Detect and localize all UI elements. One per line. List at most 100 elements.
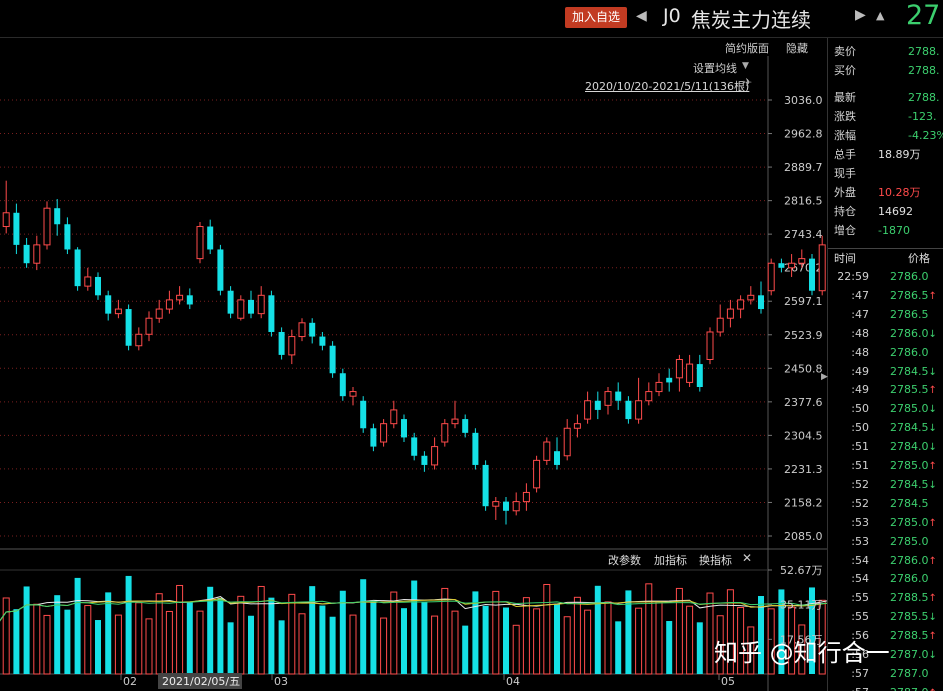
volume-bar-up [726, 589, 734, 675]
tick-price-wrap: 2785.0↑ [890, 456, 937, 476]
quote-label: 现手 [834, 167, 856, 180]
change-params-button[interactable]: 改参数 [608, 554, 641, 567]
pin-icon[interactable]: ✈ [743, 76, 753, 89]
instrument-name: 焦炭主力连续 [691, 8, 811, 32]
volume-bar-up [380, 617, 388, 675]
candle-body-down [339, 373, 346, 397]
collapse-panel-icon[interactable]: ▶ [821, 372, 828, 382]
tick-price-wrap: 2787.0↓ [890, 645, 937, 665]
volume-bar-down [411, 580, 418, 674]
tick-time: :47 [851, 307, 869, 321]
tick-price: 2784.5 [890, 477, 929, 491]
volume-tick-label: 35.11万 [780, 599, 823, 612]
candle-body-down [95, 276, 101, 296]
tick-price-wrap: 2784.0↓ [890, 437, 937, 457]
candle-body-up [818, 244, 826, 292]
candle-body-down [625, 400, 632, 420]
tick-price-wrap: 2784.5 [890, 494, 929, 514]
candle-body-up [155, 308, 163, 319]
date-range-label[interactable]: 2020/10/20-2021/5/11(136根) [585, 80, 750, 93]
tick-price-wrap: 2788.5↑ [890, 588, 937, 608]
quote-panel: 卖价 2788. 买价 2788. 最新 2788. 涨跌 -123. 涨幅 -4.23% 总手 18… [827, 38, 943, 691]
price-tick-label: 2085.0 [784, 530, 823, 543]
price-tick-label: 2377.6 [784, 396, 823, 409]
tick-price-wrap: 2788.5↑ [890, 626, 937, 646]
candle-body-up [176, 294, 184, 301]
candle-body-up [512, 501, 520, 512]
tick-row: :50 2784.5↓ [828, 418, 943, 437]
tick-row: :53 2785.0↑ [828, 513, 943, 532]
candle-body-down [125, 309, 132, 346]
simple-layout-button[interactable]: 简约版面 [725, 42, 769, 55]
candle-body-up [114, 308, 122, 315]
volume-tick-label: 52.67万 [780, 564, 823, 577]
quote-label: 持仓 [834, 205, 856, 218]
set-ma-button[interactable]: 设置均线 [693, 62, 737, 75]
tick-price: 2787.0 [890, 666, 929, 680]
tick-time: :49 [851, 383, 869, 397]
tick-price: 2785.0 [890, 459, 929, 472]
volume-bar-down [105, 592, 112, 674]
alert-icon[interactable]: ▲ [876, 9, 885, 22]
volume-bar-down [227, 622, 234, 674]
candle-body-up [604, 391, 612, 406]
candle-body-up [349, 391, 357, 397]
candle-body-down [13, 212, 20, 245]
volume-bar-down [472, 591, 479, 674]
volume-bar-down [758, 596, 764, 674]
tick-row: :49 2784.5↓ [828, 362, 943, 381]
tick-price-wrap: 2786.0↑ [890, 551, 937, 571]
tick-row: :48 2786.0↓ [828, 324, 943, 343]
volume-bar-up [155, 593, 163, 675]
tick-row: :55 2788.5↑ [828, 588, 943, 607]
quote-value: 2788. [908, 91, 940, 104]
candle-body-up [686, 363, 694, 383]
kline-chart[interactable]: 3036.02962.82889.72816.52743.42670.22597… [0, 56, 827, 691]
tick-time: :50 [851, 421, 869, 435]
switch-indicator-button[interactable]: 换指标 [699, 554, 732, 567]
tick-time: :48 [851, 345, 869, 359]
volume-bar-up [390, 591, 398, 675]
up-arrow-icon: ↑ [928, 631, 937, 643]
tick-price-wrap: 2785.5↓ [890, 607, 937, 627]
candle-body-down [360, 400, 367, 429]
tick-header-time: 时间 [834, 252, 856, 265]
candle-body-up [533, 459, 541, 489]
add-indicator-button[interactable]: 加指标 [654, 554, 687, 567]
candle-body-up [788, 262, 796, 269]
candle-body-down [462, 419, 469, 433]
close-indicator-icon[interactable]: ✕ [742, 551, 753, 565]
add-to-watchlist-button[interactable]: 加入自选 [565, 7, 627, 28]
candle-body-down [594, 400, 601, 410]
price-tick-label: 2889.7 [784, 161, 823, 174]
candle-body-down [248, 299, 254, 314]
quote-value: 2788. [908, 64, 940, 77]
symbol-code: J0 [663, 5, 681, 27]
candle-body-up [33, 244, 41, 264]
quote-value: -1870 [878, 224, 910, 237]
tick-time: :54 [851, 553, 869, 567]
volume-bar-down [778, 589, 785, 674]
tick-price: 2787.0 [890, 648, 929, 661]
candle-body-up [492, 501, 500, 507]
up-arrow-icon: ↑ [928, 517, 937, 529]
candle-body-down [105, 295, 112, 314]
next-symbol-icon[interactable]: ▶ [855, 7, 866, 23]
candle-body-down [319, 336, 326, 346]
tick-time: :56 [851, 629, 869, 643]
prev-symbol-icon[interactable]: ◀ [636, 8, 647, 24]
volume-bar-up [512, 624, 520, 675]
candle-body-up [165, 299, 173, 310]
watermark: 知乎 @知行合一 [714, 639, 890, 667]
tick-row: :51 2785.0↑ [828, 456, 943, 475]
volume-tick-label: 17.56万 [780, 633, 823, 646]
tick-price-wrap: 2784.5↓ [890, 418, 937, 438]
tick-row: :52 2784.5↓ [828, 475, 943, 494]
candle-body-down [615, 391, 622, 401]
up-arrow-icon: ↑ [928, 290, 937, 302]
set-ma-dropdown-icon[interactable]: ▼ [742, 61, 749, 71]
volume-bar-down [809, 587, 815, 674]
volume-bar-up [655, 601, 663, 675]
tick-time: 22:59 [837, 270, 869, 283]
hide-button[interactable]: 隐藏 [786, 42, 808, 55]
